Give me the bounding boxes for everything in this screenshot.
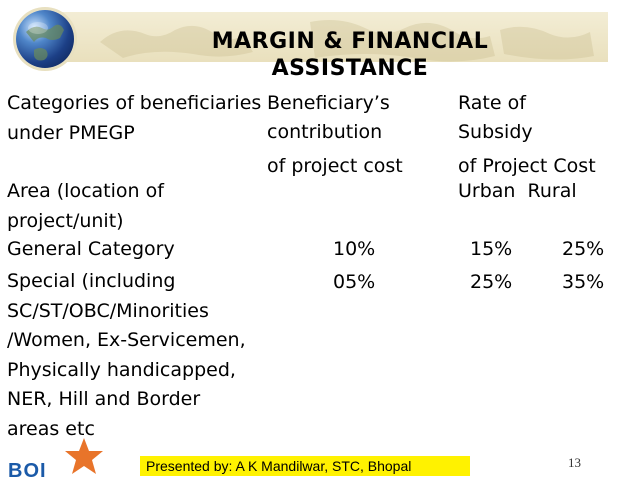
row-category: Special (including SC/ST/OBC/Minorities … — [7, 270, 246, 440]
col1-subheader: Area (location of project/unit) — [7, 180, 164, 232]
col1-header: Categories of beneficiaries under PMEGP — [7, 92, 262, 144]
title-line-1: MARGIN & FINANCIAL — [211, 29, 489, 54]
header-band — [60, 12, 608, 62]
title-line-2: ASSISTANCE — [271, 56, 429, 81]
world-map-texture — [100, 20, 594, 62]
row-subsidy-urban: 15% — [470, 238, 513, 260]
row-subsidy-urban: 25% — [470, 271, 513, 293]
row-subsidy-rural: 35% — [562, 271, 605, 293]
col3-header-line-2: Subsidy — [458, 121, 533, 143]
boi-logo: BOI — [8, 460, 47, 482]
row-contribution: 05% — [333, 271, 376, 293]
row-subsidy-rural: 25% — [562, 238, 605, 260]
footer-highlight-bar — [140, 456, 470, 476]
col2-header-line-2: contribution — [267, 121, 383, 143]
col3-subheader: Urban Rural — [458, 180, 577, 202]
col3-header-line-1: Rate of — [458, 92, 526, 114]
globe-icon — [16, 10, 74, 68]
col2-header-line-1: Beneficiary’s — [267, 92, 390, 114]
slide-title: MARGIN & FINANCIAL ASSISTANCE — [150, 28, 550, 82]
page-number: 13 — [568, 455, 581, 470]
presenter-credit: Presented by: A K Mandilwar, STC, Bhopal — [146, 458, 412, 474]
row-contribution: 10% — [333, 238, 376, 260]
row-category: General Category — [7, 238, 175, 260]
col3-header-line-3: of Project Cost — [458, 155, 596, 177]
star-logo-icon — [65, 438, 103, 474]
col2-header-line-3: of project cost — [267, 155, 403, 177]
